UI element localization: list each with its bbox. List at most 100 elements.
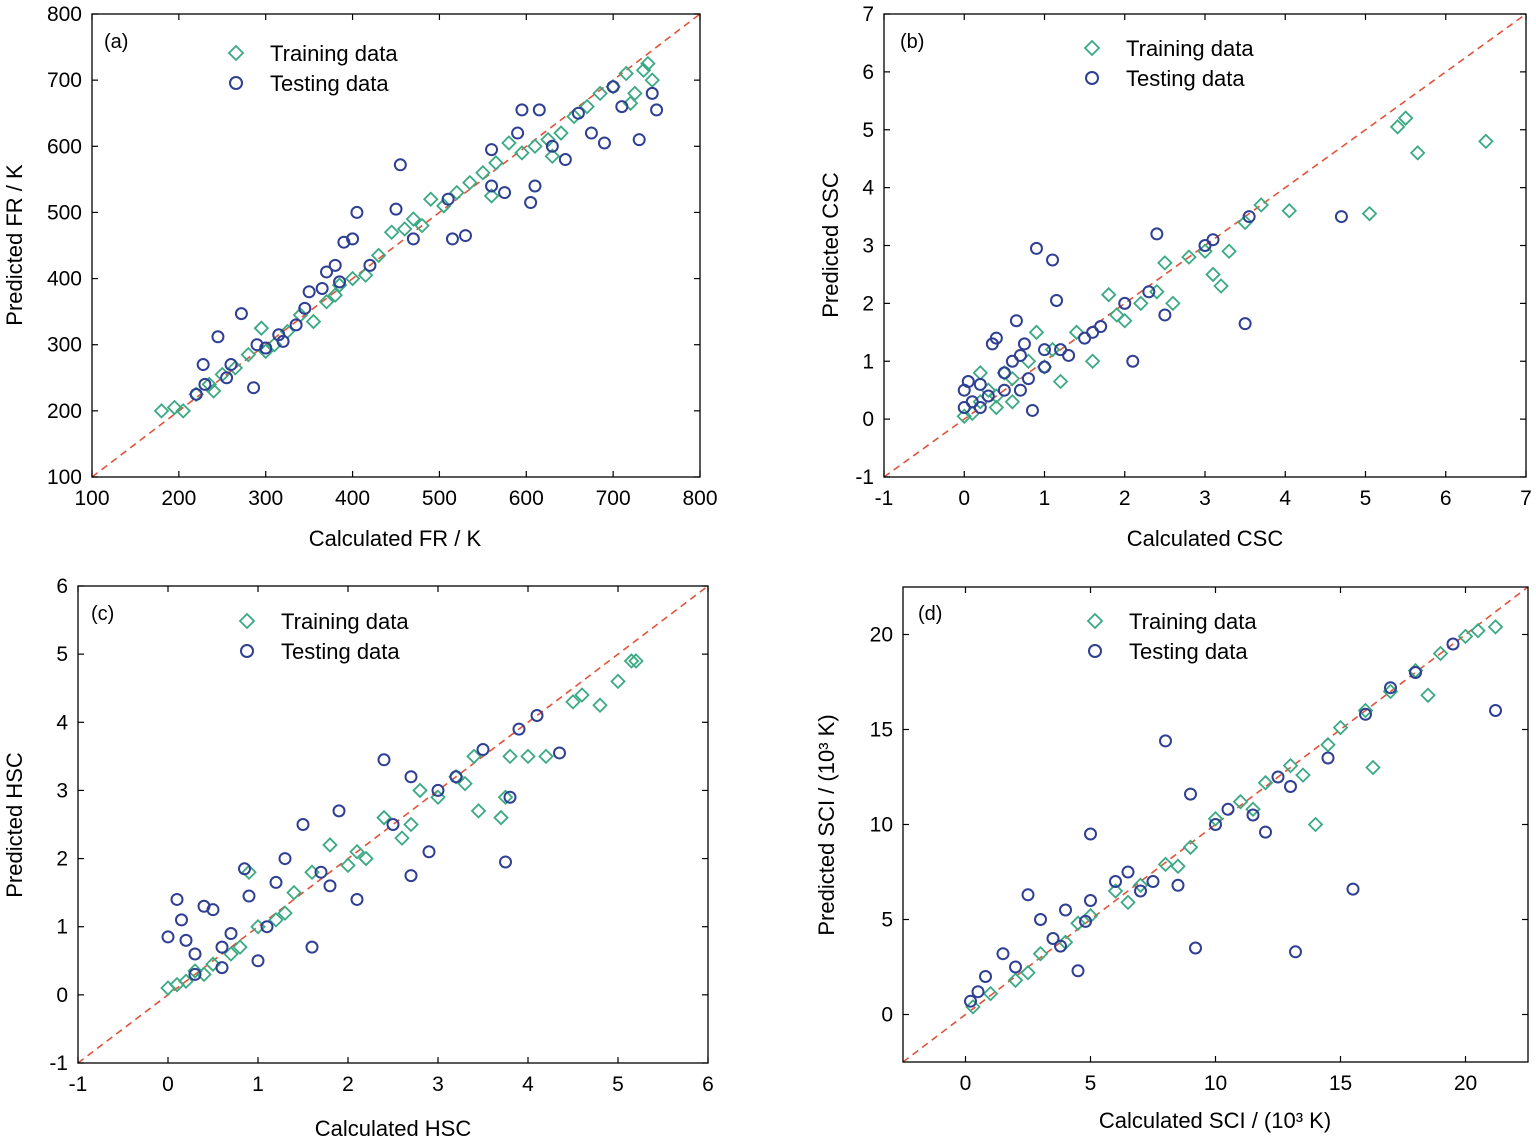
x-tick-label-c: 1 (252, 1073, 264, 1096)
testing-point (485, 179, 499, 193)
testing-point (404, 770, 418, 784)
testing-point (1126, 354, 1140, 368)
training-point (1157, 856, 1174, 873)
y-tick-label-a: 700 (47, 69, 82, 92)
legend-testing-label: Testing data (281, 639, 400, 664)
x-tick-label-d: 5 (1085, 1072, 1097, 1095)
training-point (1232, 793, 1249, 810)
training-point (422, 191, 439, 207)
testing-point (1259, 825, 1272, 839)
y-tick-label-c: 0 (56, 984, 68, 1007)
y-tick-label-a: 500 (47, 201, 82, 224)
legend-a: Training data Testing data (227, 41, 398, 96)
training-point (592, 697, 608, 714)
training-point (403, 816, 419, 833)
y-tick-label-b: 2 (862, 292, 874, 315)
testing-point (511, 126, 525, 140)
x-tick-label-b: 0 (958, 487, 970, 510)
training-point (610, 673, 626, 690)
testing-point (1321, 751, 1335, 765)
x-tick-label-b: 4 (1279, 487, 1291, 510)
training-point (394, 830, 410, 846)
training-point (1281, 203, 1298, 219)
x-tick-label-b: 2 (1119, 487, 1131, 510)
testing-point (323, 879, 337, 893)
y-tick-label-c: 5 (56, 643, 68, 666)
testing-point (242, 889, 256, 903)
testing-point (333, 275, 347, 289)
panel-d-ylabel: Predicted SCI / (10³ K) (814, 714, 839, 935)
plot-area-c: -1 0 1 2 3 4 5 6 -1 0 1 2 3 4 5 6 Training data Testing d… (49, 575, 714, 1096)
y-tick-label-b: 3 (862, 235, 874, 258)
testing-point (1158, 308, 1172, 322)
training-point (520, 748, 536, 765)
training-series-d (965, 619, 1504, 1015)
training-point (1108, 307, 1125, 323)
testing-point (1334, 210, 1348, 224)
training-point (227, 360, 244, 376)
training-point (493, 809, 509, 826)
y-tick-label-b: 0 (862, 408, 874, 431)
panel-c-xlabel: Calculated HSC (315, 1116, 472, 1141)
testing-point (224, 358, 238, 372)
testing-point (377, 753, 391, 767)
testing-point (188, 967, 202, 981)
training-point (412, 782, 428, 799)
y-tick-label-c: 1 (56, 916, 68, 939)
testing-point (1271, 770, 1285, 784)
training-point (1365, 759, 1381, 776)
testing-point (289, 318, 303, 332)
testing-point (260, 920, 274, 934)
testing-point (524, 196, 538, 210)
testing-point (445, 232, 459, 246)
training-point (241, 864, 257, 880)
testing-point (1189, 941, 1202, 955)
training-point (1007, 972, 1024, 989)
x-tick-label-a: 600 (509, 487, 544, 510)
training-point (277, 905, 293, 921)
legend-training-label: Training data (1126, 36, 1254, 61)
training-point (1032, 945, 1049, 962)
legend-testing-marker (1088, 644, 1102, 658)
y-tick-label-a: 100 (47, 466, 82, 489)
testing-point (276, 334, 290, 348)
x-tick-label-d: 10 (1204, 1072, 1227, 1095)
legend-testing-label: Testing data (1129, 639, 1248, 664)
training-point (1133, 295, 1149, 312)
training-series-c (160, 653, 644, 996)
training-point (972, 365, 989, 381)
testing-point (278, 852, 292, 866)
training-point (344, 270, 361, 287)
testing-point (1071, 964, 1085, 978)
y-tick-label-d: 0 (881, 1004, 893, 1027)
training-point (1070, 915, 1086, 932)
training-point (435, 198, 452, 214)
x-tick-label-d: 0 (960, 1072, 972, 1095)
training-point (527, 138, 543, 155)
testing-point (1021, 372, 1035, 386)
legend-training-marker (227, 44, 245, 62)
x-tick-label-a: 300 (248, 487, 283, 510)
training-point (1165, 295, 1181, 312)
testing-point (449, 770, 463, 784)
y-tick-label-a: 300 (47, 334, 82, 357)
training-point (414, 217, 430, 234)
testing-point (961, 375, 975, 389)
legend-c: Training data Testing data (238, 609, 409, 664)
x-tick-label-a: 800 (682, 487, 717, 510)
legend-testing-label: Testing data (270, 71, 389, 96)
testing-point (989, 331, 1003, 345)
testing-point (1346, 882, 1360, 896)
testing-point (997, 366, 1011, 380)
legend-training-marker (238, 612, 256, 630)
testing-point (1221, 802, 1235, 816)
panel-b-xlabel: Calculated CSC (1127, 526, 1284, 551)
training-point (266, 336, 283, 353)
testing-point (964, 994, 977, 1008)
legend-training-label: Training data (1129, 609, 1257, 634)
testing-point (1384, 681, 1397, 695)
y-tick-label-c: -1 (49, 1052, 68, 1075)
testing-point (499, 855, 512, 869)
testing-point (997, 383, 1011, 397)
testing-point (458, 229, 472, 243)
